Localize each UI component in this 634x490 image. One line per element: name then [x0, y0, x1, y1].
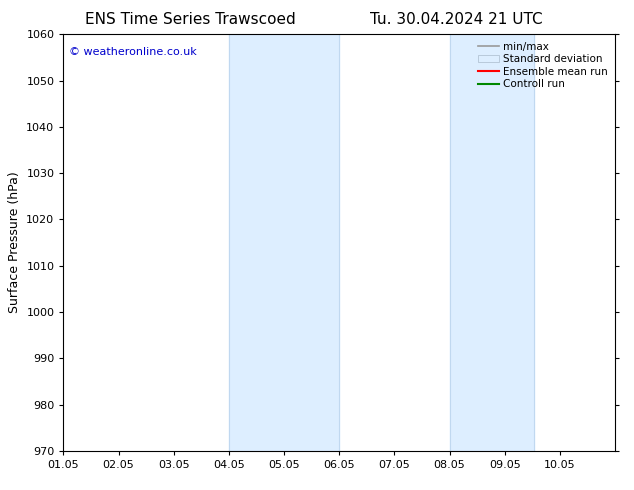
Text: Tu. 30.04.2024 21 UTC: Tu. 30.04.2024 21 UTC: [370, 12, 543, 27]
Legend: min/max, Standard deviation, Ensemble mean run, Controll run: min/max, Standard deviation, Ensemble me…: [476, 40, 610, 92]
Bar: [450, 34, 534, 451]
Bar: [229, 34, 339, 451]
Text: ENS Time Series Trawscoed: ENS Time Series Trawscoed: [85, 12, 295, 27]
Text: © weatheronline.co.uk: © weatheronline.co.uk: [69, 47, 197, 57]
Y-axis label: Surface Pressure (hPa): Surface Pressure (hPa): [8, 172, 21, 314]
